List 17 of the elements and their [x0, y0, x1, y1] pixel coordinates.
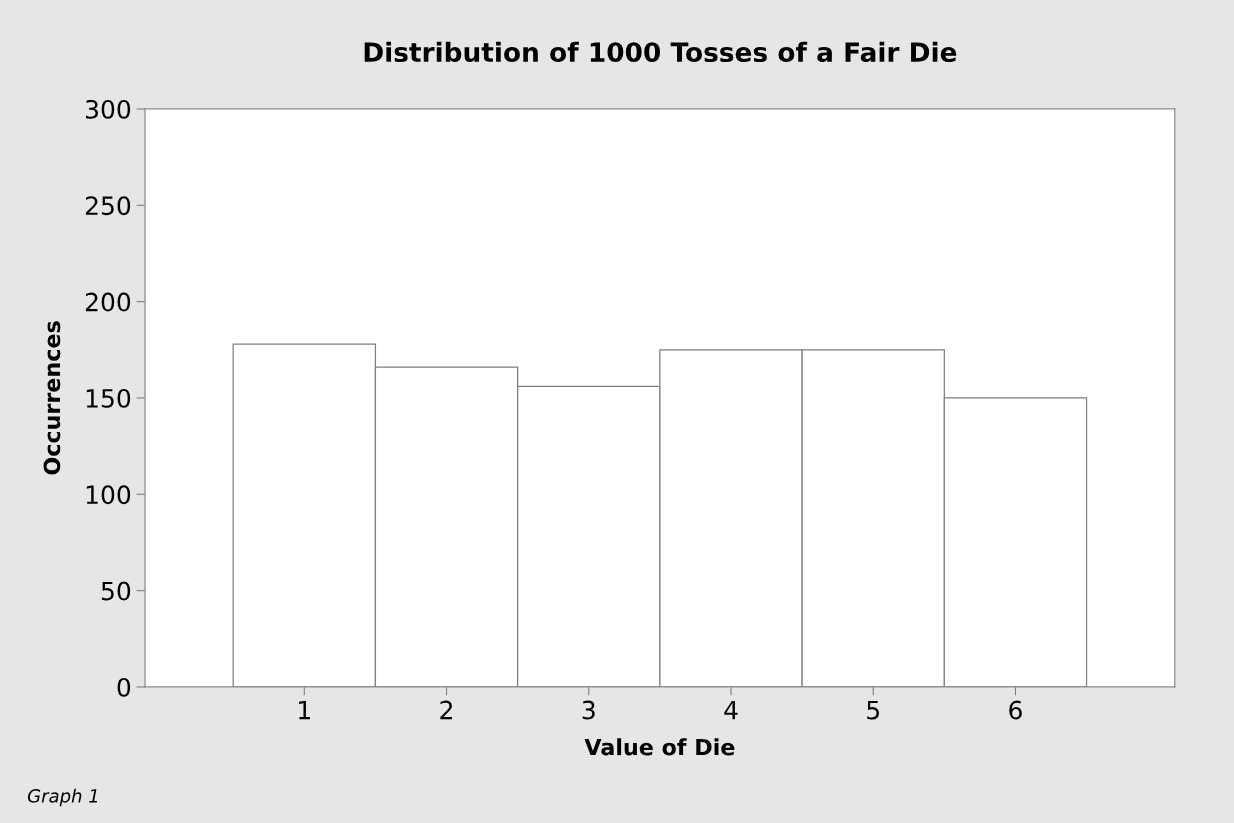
- y-tick-label: 50: [101, 581, 131, 601]
- x-tick-label: 6: [1009, 700, 1022, 720]
- chart-title: Distribution of 1000 Tosses of a Fair Die: [364, 41, 957, 63]
- y-tick-label: 100: [86, 485, 131, 505]
- x-tick-label: 5: [867, 700, 879, 720]
- x-tick-label: 1: [299, 700, 310, 720]
- y-tick-label: 250: [85, 196, 131, 216]
- y-axis-title: Occurrences: [43, 321, 61, 475]
- caption: Graph 1: [27, 788, 98, 807]
- y-tick-label: 0: [117, 677, 131, 697]
- y-tick-label: 300: [85, 99, 131, 119]
- y-tick-label: 200: [85, 292, 131, 312]
- x-tick-label: 2: [440, 700, 452, 720]
- x-tick-label: 3: [582, 700, 595, 720]
- x-tick-label: 4: [724, 700, 738, 720]
- y-tick-label: 150: [86, 388, 131, 408]
- x-axis-title: Value of Die: [584, 738, 735, 756]
